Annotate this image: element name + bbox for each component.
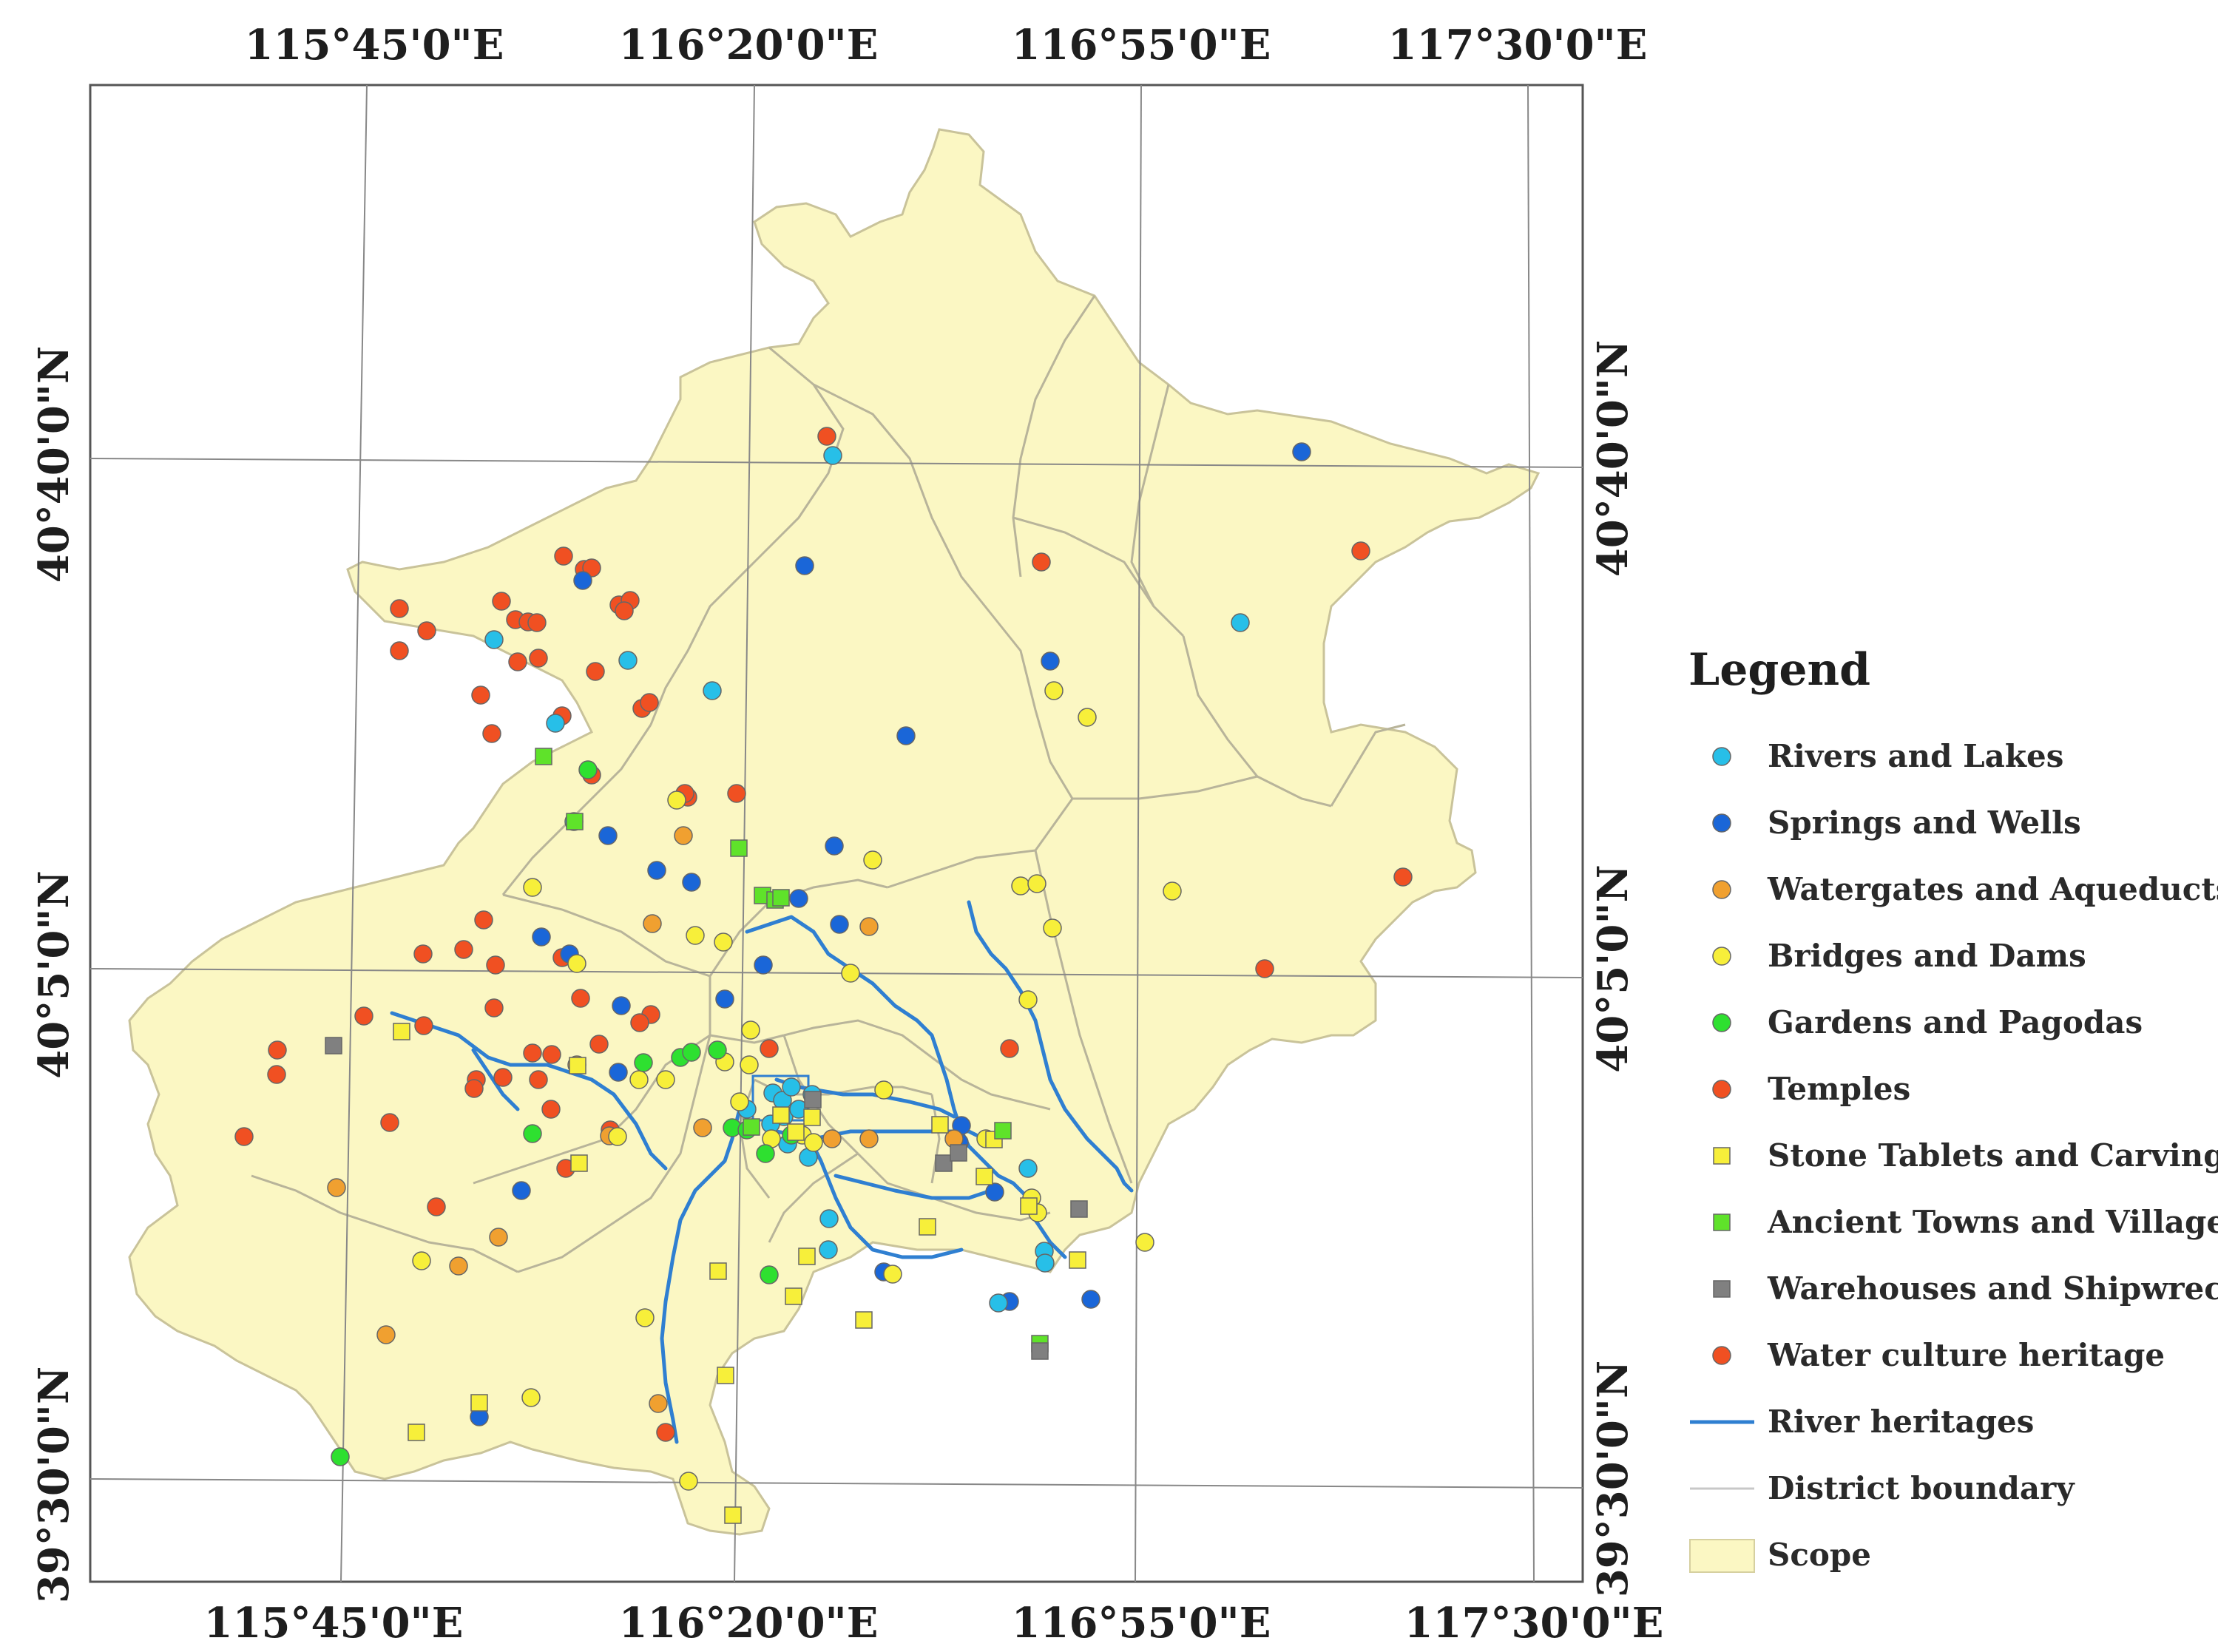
legend-label: River heritages xyxy=(1768,1404,2034,1440)
top-tick: 116°55'0"E xyxy=(1012,21,1271,70)
right-tick: 40°5'0"N xyxy=(1589,864,1637,1072)
bottom-tick: 116°20'0"E xyxy=(619,1599,879,1648)
legend-item-ancient-towns: Ancient Towns and Villages xyxy=(1713,1204,2218,1240)
legend-symbol xyxy=(1713,1213,1731,1231)
warehouse-points xyxy=(325,1037,1088,1360)
legend-symbol xyxy=(1712,1080,1731,1099)
legend-item-stone-tablets: Stone Tablets and Carvings xyxy=(1713,1137,2218,1174)
spring-points xyxy=(470,442,1311,1426)
legend-label: Gardens and Pagodas xyxy=(1768,1004,2143,1040)
bottom-tick: 117°30'0"E xyxy=(1404,1599,1664,1648)
legend-label: Ancient Towns and Villages xyxy=(1767,1204,2218,1240)
legend-symbol xyxy=(1712,1346,1731,1365)
legend-item-bridges-dams: Bridges and Dams xyxy=(1712,938,2086,974)
legend-symbol xyxy=(1713,1280,1731,1298)
legend-item-watergates: Watergates and Aqueducts xyxy=(1712,871,2218,907)
top-tick: 115°45'0"E xyxy=(245,21,504,70)
legend-item-river-heritages: River heritages xyxy=(1690,1404,2034,1440)
left-tick: 39°30'0"N xyxy=(30,1367,78,1603)
legend-label: Water culture heritage xyxy=(1767,1337,2165,1373)
legend-label: Watergates and Aqueducts xyxy=(1767,871,2218,907)
legend-label: Temples xyxy=(1768,1071,1910,1107)
legend-item-springs-wells: Springs and Wells xyxy=(1712,805,2081,841)
legend-symbol xyxy=(1712,747,1731,766)
legend-item-gardens-pagodas: Gardens and Pagodas xyxy=(1712,1004,2143,1040)
legend-label: Bridges and Dams xyxy=(1768,938,2086,974)
right-tick: 40°40'0"N xyxy=(1589,340,1637,577)
top-tick: 116°20'0"E xyxy=(619,21,879,70)
legend-item-rivers-lakes: Rivers and Lakes xyxy=(1712,738,2063,774)
legend-item-warehouses: Warehouses and Shipwrecks xyxy=(1713,1270,2218,1307)
right-tick: 39°30'0"N xyxy=(1589,1361,1637,1597)
legend-symbol xyxy=(1712,813,1731,833)
legend-symbol xyxy=(1689,1539,1755,1573)
legend-label: Scope xyxy=(1768,1537,1871,1573)
legend-item-scope: Scope xyxy=(1689,1537,1871,1573)
left-axis-labels: 40°40'0"N 40°5'0"N 39°30'0"N xyxy=(30,346,78,1603)
legend-title: Legend xyxy=(1688,644,1870,696)
legend-symbol xyxy=(1712,880,1731,899)
legend-item-water-culture: Water culture heritage xyxy=(1712,1337,2165,1373)
legend: Legend Rivers and Lakes Springs and Well… xyxy=(1688,644,2218,1573)
heritage-points xyxy=(234,427,1413,1524)
left-tick: 40°5'0"N xyxy=(30,870,78,1078)
temple-points xyxy=(234,427,1413,1442)
legend-symbol xyxy=(1712,1013,1731,1032)
graticule xyxy=(89,84,1583,1582)
legend-label: Springs and Wells xyxy=(1768,805,2081,841)
right-axis-labels: 40°40'0"N 40°5'0"N 39°30'0"N xyxy=(1589,340,1637,1597)
scope-region xyxy=(128,128,1541,1536)
bottom-axis-labels: 115°45'0"E 116°20'0"E 116°55'0"E 117°30'… xyxy=(204,1599,1664,1648)
legend-label: Warehouses and Shipwrecks xyxy=(1767,1270,2218,1307)
legend-label: Rivers and Lakes xyxy=(1768,738,2063,774)
bottom-tick: 116°55'0"E xyxy=(1012,1599,1271,1648)
legend-label: Stone Tablets and Carvings xyxy=(1768,1137,2218,1174)
legend-symbol xyxy=(1712,947,1731,966)
left-tick: 40°40'0"N xyxy=(30,346,78,583)
top-axis-labels: 115°45'0"E 116°20'0"E 116°55'0"E 117°30'… xyxy=(245,21,1648,70)
legend-item-district-boundary: District boundary xyxy=(1690,1470,2075,1506)
river-heritages xyxy=(390,900,1134,1444)
legend-label: District boundary xyxy=(1768,1470,2075,1506)
top-tick: 117°30'0"E xyxy=(1388,21,1648,70)
bottom-tick: 115°45'0"E xyxy=(204,1599,464,1648)
legend-item-temples: Temples xyxy=(1712,1071,1910,1107)
legend-symbol xyxy=(1713,1147,1731,1165)
